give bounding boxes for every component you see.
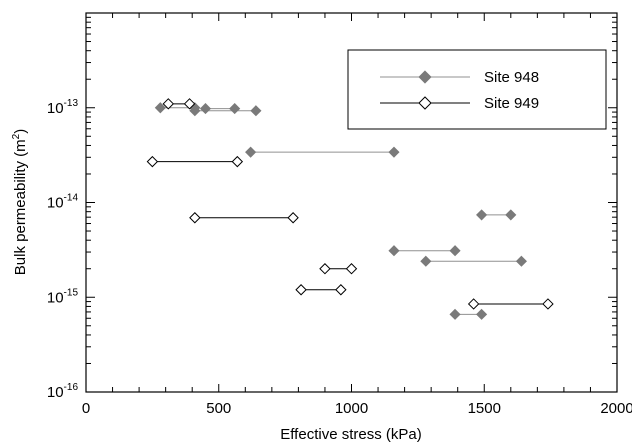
y-axis-title-main: Bulk permeability (m — [12, 139, 29, 275]
x-axis-title: Effective stress (kPa) — [280, 426, 421, 443]
y-tick-label-base: 10 — [47, 384, 64, 401]
data-point-site-948 — [420, 255, 432, 267]
legend-marker-site-948 — [418, 70, 432, 84]
data-point-site-949 — [295, 284, 307, 296]
data-point-site-948 — [229, 103, 241, 115]
data-point-site-948 — [515, 255, 527, 267]
data-point-site-948 — [245, 146, 257, 158]
series-layer — [146, 98, 554, 320]
y-axis-title: Bulk permeability (m2) — [11, 129, 29, 275]
data-point-site-948 — [388, 146, 400, 158]
x-tick-label: 500 — [206, 400, 231, 417]
plot-frame — [85, 12, 618, 393]
legend-box — [347, 49, 607, 130]
y-tick-label-base: 10 — [47, 100, 64, 117]
y-tick-label-exponent: -13 — [64, 98, 79, 109]
data-point-site-949 — [319, 263, 331, 275]
y-tick-label-exponent: -15 — [64, 287, 79, 298]
data-point-site-948 — [476, 308, 488, 320]
data-point-site-948 — [250, 105, 262, 117]
data-point-site-948 — [388, 245, 400, 257]
y-tick-label-base: 10 — [47, 289, 64, 306]
data-point-site-949 — [345, 263, 358, 275]
data-point-site-949 — [542, 298, 554, 310]
x-tick-label: 0 — [82, 400, 90, 417]
y-tick-label: 10-16 — [47, 382, 79, 401]
data-point-site-948 — [505, 209, 517, 221]
y-tick-label-exponent: -14 — [64, 193, 79, 204]
data-point-site-949 — [183, 98, 196, 110]
data-point-site-949 — [189, 212, 201, 224]
data-point-site-948 — [476, 209, 488, 221]
data-point-site-949 — [335, 284, 347, 296]
data-point-site-948 — [199, 103, 212, 115]
ticks-layer — [85, 12, 618, 393]
legend-marker-site-949 — [418, 96, 432, 110]
y-tick-label: 10-15 — [47, 287, 79, 306]
legend-label-site-948: Site 948 — [484, 69, 539, 86]
data-point-site-948 — [154, 102, 166, 114]
data-point-site-948 — [449, 308, 461, 320]
data-point-site-948 — [189, 105, 201, 117]
data-point-site-949 — [287, 212, 299, 224]
x-tick-label: 1500 — [468, 400, 501, 417]
legend-label-site-949: Site 949 — [484, 95, 539, 112]
data-point-site-949 — [467, 298, 480, 310]
y-tick-label-exponent: -16 — [64, 382, 79, 393]
legend: Site 948 Site 949 — [347, 49, 607, 130]
y-axis-title-close: ) — [12, 129, 29, 134]
y-axis-title-superscript: 2 — [11, 133, 22, 139]
y-tick-label: 10-14 — [47, 193, 79, 212]
x-tick-label: 1000 — [335, 400, 368, 417]
data-point-site-949 — [231, 155, 244, 168]
y-tick-label: 10-13 — [47, 98, 79, 117]
data-point-site-948 — [449, 245, 461, 257]
x-tick-label: 2000 — [600, 400, 632, 417]
data-point-site-949 — [162, 98, 175, 110]
y-tick-label-base: 10 — [47, 195, 64, 212]
data-point-site-949 — [146, 155, 159, 168]
